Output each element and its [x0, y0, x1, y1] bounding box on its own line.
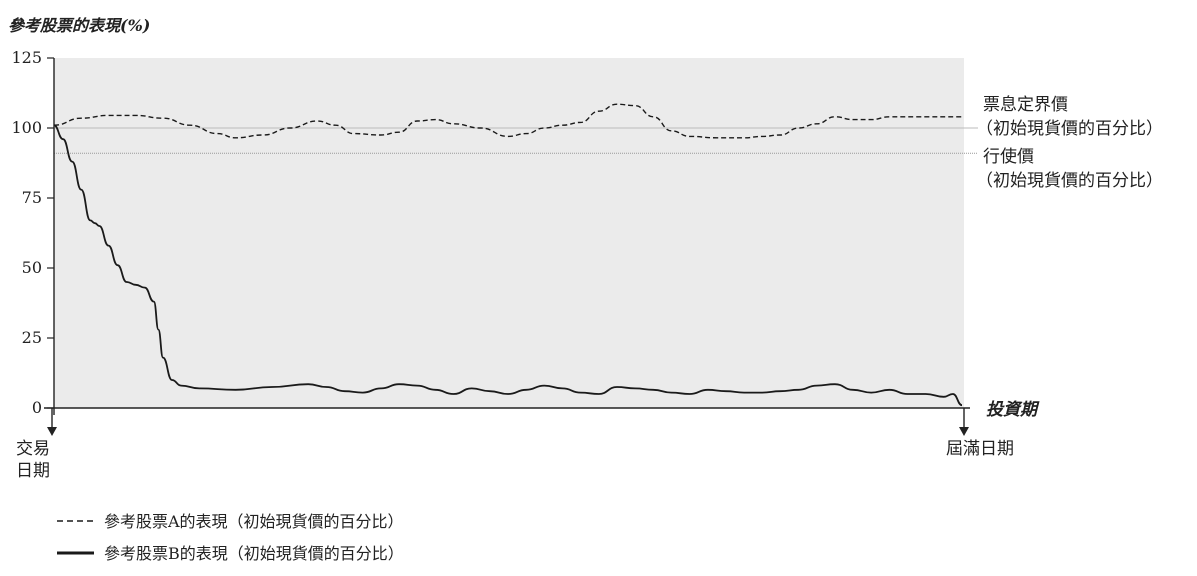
series-layer	[53, 103, 963, 407]
reference-label-2-line-1: 行使價	[983, 146, 1034, 167]
x-start-label-line-1: 交易	[16, 439, 50, 459]
reference-lines	[54, 127, 978, 154]
chart-title: 參考股票的表現(%)	[8, 16, 150, 35]
y-tick-label: 25	[22, 328, 42, 347]
x-end-arrow-icon	[959, 427, 969, 436]
y-tick-label: 50	[22, 258, 42, 277]
reference-label-2-line-2: （初始現貨價的百分比）	[976, 171, 1163, 191]
y-tick-label: 100	[11, 118, 42, 137]
series-line-2	[53, 124, 963, 407]
x-end-label: 屆滿日期	[946, 439, 1014, 459]
series-line-1	[53, 103, 962, 139]
axes	[44, 58, 970, 436]
legend: 參考股票A的表現（初始現貨價的百分比） 參考股票B的表現（初始現貨價的百分比）	[57, 512, 404, 563]
reference-label-1-line-2: （初始現貨價的百分比）	[976, 119, 1163, 139]
plot-area	[54, 58, 964, 408]
legend-label-1: 參考股票A的表現（初始現貨價的百分比）	[104, 512, 404, 531]
x-axis-title: 投資期	[986, 400, 1040, 420]
y-ticks: 0 25 50 75 100 125	[11, 48, 54, 417]
reference-label-1-line-1: 票息定界價	[983, 95, 1068, 115]
x-start-arrow-icon	[47, 427, 57, 436]
reference-labels: 票息定界價 （初始現貨價的百分比） 行使價 （初始現貨價的百分比）	[976, 95, 1163, 191]
y-tick-label: 125	[11, 48, 42, 67]
legend-label-2: 參考股票B的表現（初始現貨價的百分比）	[104, 544, 404, 563]
y-tick-label: 75	[22, 188, 42, 207]
x-start-label-line-2: 日期	[16, 461, 50, 481]
y-tick-label: 0	[32, 398, 42, 417]
